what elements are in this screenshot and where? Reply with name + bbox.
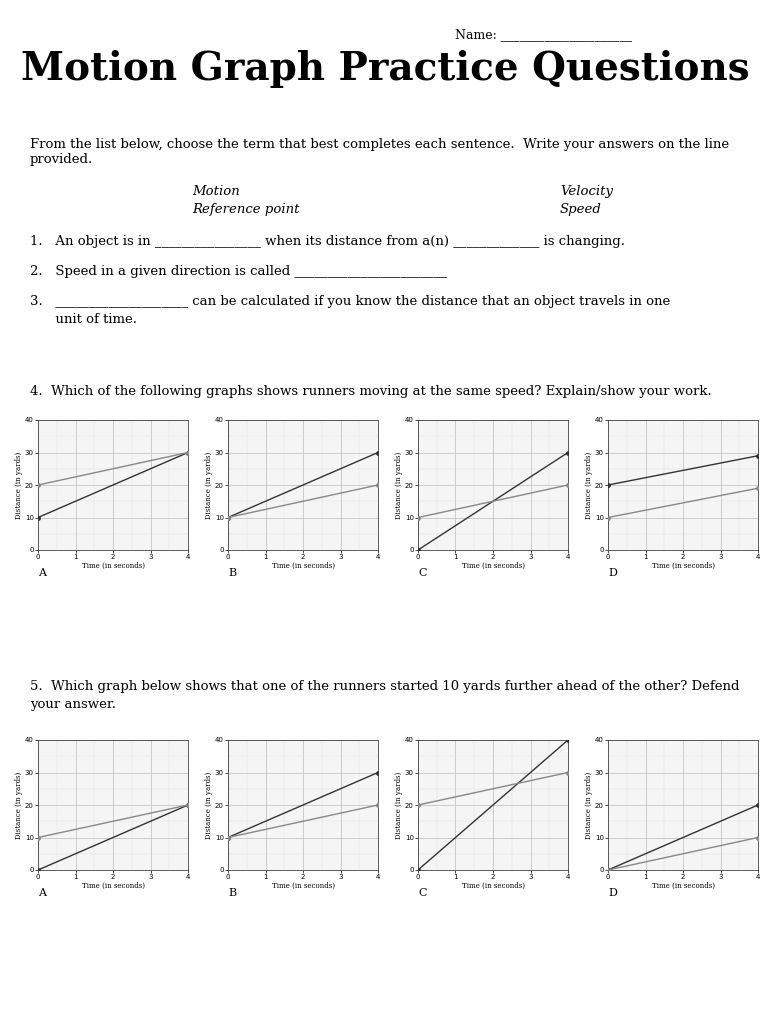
Text: 5.  Which graph below shows that one of the runners started 10 yards further ahe: 5. Which graph below shows that one of t…: [30, 680, 739, 693]
Text: 4.  Which of the following graphs shows runners moving at the same speed? Explai: 4. Which of the following graphs shows r…: [30, 385, 711, 398]
X-axis label: Time (in seconds): Time (in seconds): [82, 561, 145, 569]
Text: A: A: [38, 888, 46, 898]
Text: C: C: [418, 888, 427, 898]
Y-axis label: Distance (in yards): Distance (in yards): [15, 771, 23, 839]
Y-axis label: Distance (in yards): Distance (in yards): [15, 452, 23, 518]
Text: unit of time.: unit of time.: [30, 313, 137, 326]
X-axis label: Time (in seconds): Time (in seconds): [272, 561, 334, 569]
X-axis label: Time (in seconds): Time (in seconds): [272, 882, 334, 890]
Text: B: B: [228, 888, 236, 898]
Text: 1.   An object is in ________________ when its distance from a(n) _____________ : 1. An object is in ________________ when…: [30, 234, 625, 248]
Y-axis label: Distance (in yards): Distance (in yards): [396, 771, 403, 839]
Y-axis label: Distance (in yards): Distance (in yards): [206, 452, 213, 518]
Text: A: A: [38, 568, 46, 578]
X-axis label: Time (in seconds): Time (in seconds): [461, 561, 524, 569]
Text: B: B: [228, 568, 236, 578]
Y-axis label: Distance (in yards): Distance (in yards): [585, 452, 594, 518]
X-axis label: Time (in seconds): Time (in seconds): [461, 882, 524, 890]
Text: Velocity: Velocity: [560, 185, 613, 198]
Text: 3.   ____________________ can be calculated if you know the distance that an obj: 3. ____________________ can be calculate…: [30, 295, 670, 308]
Y-axis label: Distance (in yards): Distance (in yards): [396, 452, 403, 518]
Text: Motion: Motion: [192, 185, 239, 198]
Text: Motion Graph Practice Questions: Motion Graph Practice Questions: [21, 50, 749, 88]
X-axis label: Time (in seconds): Time (in seconds): [651, 561, 715, 569]
Text: your answer.: your answer.: [30, 698, 116, 711]
Text: Name: _____________________: Name: _____________________: [455, 28, 632, 41]
X-axis label: Time (in seconds): Time (in seconds): [651, 882, 715, 890]
Text: Speed: Speed: [560, 203, 602, 216]
Y-axis label: Distance (in yards): Distance (in yards): [206, 771, 213, 839]
Text: D: D: [608, 888, 617, 898]
Y-axis label: Distance (in yards): Distance (in yards): [585, 771, 594, 839]
Text: C: C: [418, 568, 427, 578]
Text: 2.   Speed in a given direction is called _______________________: 2. Speed in a given direction is called …: [30, 265, 447, 278]
X-axis label: Time (in seconds): Time (in seconds): [82, 882, 145, 890]
Text: Reference point: Reference point: [192, 203, 300, 216]
Text: D: D: [608, 568, 617, 578]
Text: From the list below, choose the term that best completes each sentence.  Write y: From the list below, choose the term tha…: [30, 138, 729, 166]
